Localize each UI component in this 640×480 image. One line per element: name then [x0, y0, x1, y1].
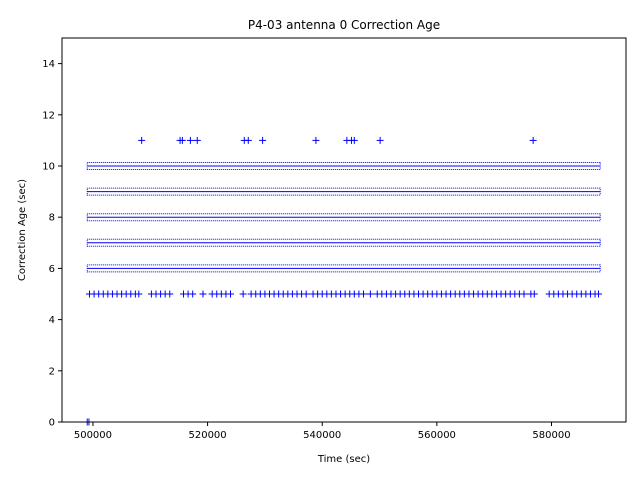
- band-markers: [86, 264, 601, 273]
- y-tick-label: 12: [42, 110, 55, 121]
- data-point: [227, 290, 235, 298]
- data-point: [366, 290, 374, 298]
- data-point: [189, 290, 197, 298]
- band-9: [86, 187, 601, 196]
- data-point: [178, 136, 186, 144]
- data-point: [529, 136, 537, 144]
- band-markers: [86, 238, 601, 247]
- x-tick-label: 580000: [532, 430, 570, 441]
- y-axis-label: Correction Age (sec): [17, 179, 28, 281]
- data-point: [520, 290, 528, 298]
- x-axis-label: Time (sec): [317, 454, 370, 465]
- data-point: [186, 136, 194, 144]
- data-point: [350, 136, 358, 144]
- x-tick-label: 500000: [74, 430, 112, 441]
- x-tick-label: 540000: [303, 430, 341, 441]
- band-8: [86, 213, 601, 222]
- data-point: [135, 290, 143, 298]
- data-point: [166, 290, 174, 298]
- data-point: [594, 290, 602, 298]
- data-point: [193, 136, 201, 144]
- y-tick-label: 4: [49, 315, 55, 326]
- data-point: [138, 136, 146, 144]
- data-point: [359, 290, 367, 298]
- y-tick-label: 8: [49, 213, 55, 224]
- y-tick-label: 0: [49, 418, 55, 429]
- y-tick-label: 10: [42, 162, 55, 173]
- band-7: [86, 238, 601, 247]
- chart-marks: [83, 136, 602, 426]
- band-markers: [86, 213, 601, 222]
- y-tick-label: 2: [49, 366, 55, 377]
- data-point: [312, 136, 320, 144]
- y-axis: 0 2 4 6 8 10 12 14: [42, 59, 62, 429]
- band-markers: [86, 162, 601, 170]
- x-tick-label: 520000: [188, 430, 226, 441]
- x-tick-label: 560000: [418, 430, 456, 441]
- band-10: [86, 162, 601, 170]
- y-tick-label: 6: [49, 264, 55, 275]
- y-tick-label: 14: [42, 59, 55, 70]
- data-point: [376, 136, 384, 144]
- band-6: [86, 264, 601, 273]
- band-markers: [86, 187, 601, 196]
- data-point: [239, 290, 247, 298]
- data-point: [302, 290, 310, 298]
- axes-frame: [61, 37, 627, 423]
- data-point: [199, 290, 207, 298]
- data-point: [259, 136, 267, 144]
- data-point: [530, 290, 538, 298]
- x-axis: 500000 520000 540000 560000 580000: [74, 422, 571, 441]
- data-point: [244, 136, 252, 144]
- chart-title: P4-03 antenna 0 Correction Age: [248, 18, 440, 32]
